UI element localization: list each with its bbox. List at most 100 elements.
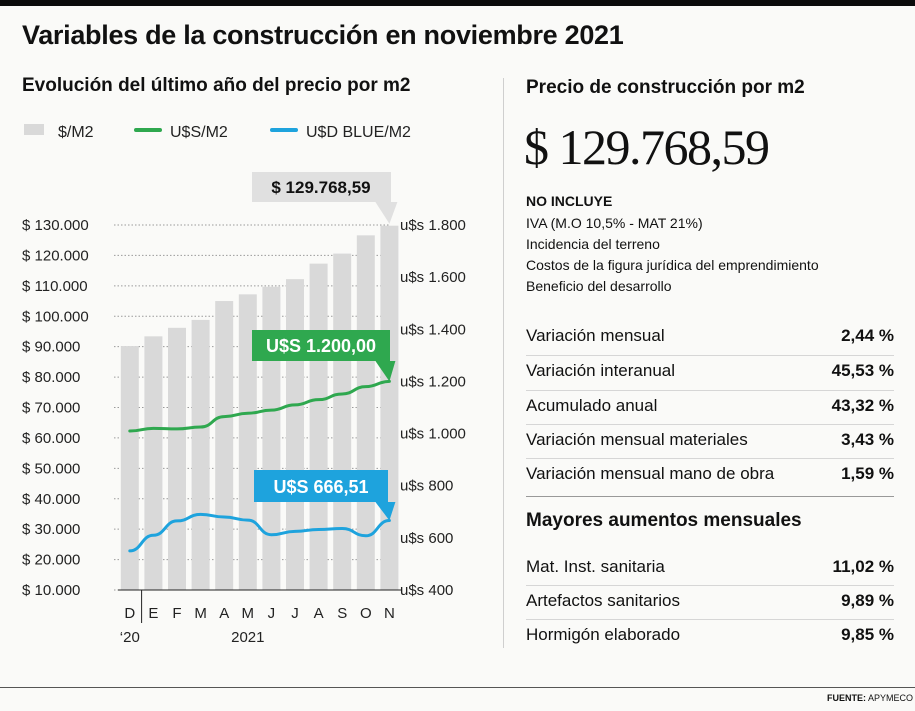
row-divider <box>526 390 894 391</box>
mayores-row: Hormigón elaborado 9,85 % <box>526 625 894 645</box>
usd-callout-pointer <box>375 361 396 382</box>
bar <box>380 225 399 591</box>
legend-label: U$D BLUE/M2 <box>306 124 411 141</box>
left-subtitle: Evolución del último año del precio por … <box>22 75 411 96</box>
price-callout-pointer <box>375 202 398 224</box>
chart-axes: $ 10.000 $ 20.000 $ 30.000 $ 40.000 $ 50.000… <box>22 217 466 646</box>
blue-callout-box <box>254 470 388 502</box>
usd-callout-box <box>252 330 390 361</box>
bar <box>144 336 163 590</box>
mayores-label: Mat. Inst. sanitaria <box>526 557 665 576</box>
bar <box>286 279 304 590</box>
chart-lines <box>128 379 391 553</box>
mayores-row: Artefactos sanitarios 9,89 % <box>526 591 894 611</box>
variation-label: Variación mensual materiales <box>526 430 748 449</box>
year-label: 2021 <box>231 629 264 646</box>
variation-label: Variación interanual <box>526 361 675 380</box>
column-divider <box>503 78 504 648</box>
left-tick-label: $ 120.000 <box>22 247 89 264</box>
x-tick-label: E <box>148 605 158 622</box>
mayores-row: Mat. Inst. sanitaria 11,02 % <box>526 557 894 577</box>
variation-label: Variación mensual mano de obra <box>526 464 775 483</box>
left-tick-label: $ 110.000 <box>22 278 88 295</box>
right-tick-label: u$s 1.400 <box>400 321 466 338</box>
variation-value: 1,59 % <box>841 464 894 483</box>
legend-label: U$S/M2 <box>170 124 228 141</box>
left-tick-label: $ 80.000 <box>22 369 80 386</box>
bar <box>191 319 210 590</box>
source-label: FUENTE: <box>826 693 866 703</box>
bar <box>168 327 186 590</box>
blue-callout-text: U$S 666,51 <box>273 477 368 497</box>
x-tick-label: A <box>219 605 229 622</box>
right-tick-label: u$s 600 <box>400 530 453 547</box>
no-incluye-list: IVA (M.O 10,5% - MAT 21%) Incidencia del… <box>526 213 819 297</box>
price-chart: $/M2 U$S/M2 U$D BLUE/M2 $ 10.000$ 20.000$ … <box>22 124 466 646</box>
x-tick-label: D <box>124 605 135 622</box>
left-tick-label: $ 70.000 <box>22 400 80 417</box>
variation-value: 3,43 % <box>841 430 894 449</box>
mayores-value: 11,02 % <box>832 557 894 576</box>
bar <box>120 346 139 590</box>
x-tick-label: N <box>384 605 395 622</box>
left-tick-label: $ 30.000 <box>22 521 80 538</box>
page-title: Variables de la construcción en noviembr… <box>22 20 624 50</box>
x-tick-label: M <box>194 605 207 622</box>
big-price: $ 129.768,59 <box>524 119 770 175</box>
legend-label: $/M2 <box>58 124 94 141</box>
x-tick-label: A <box>314 605 324 622</box>
legend-swatch-bar <box>24 124 44 135</box>
no-incluye-heading: NO INCLUYE <box>526 193 613 209</box>
variation-row: Variación mensual mano de obra 1,59 % <box>526 464 894 484</box>
x-tick-label: J <box>268 605 276 622</box>
x-tick-label: O <box>360 605 372 622</box>
no-incluye-item: Costos de la figura jurídica del emprend… <box>526 257 819 273</box>
variation-row: Acumulado anual 43,32 % <box>526 396 894 416</box>
section-divider <box>526 496 894 497</box>
bar <box>238 294 257 590</box>
left-tick-label: $ 100.000 <box>22 308 89 325</box>
left-tick-label: $ 10.000 <box>22 582 80 599</box>
bar <box>215 301 234 590</box>
mayores-label: Artefactos sanitarios <box>526 591 681 610</box>
row-divider <box>526 458 894 459</box>
mayores-value: 9,89 % <box>841 591 894 610</box>
left-tick-label: $ 130.000 <box>22 217 89 234</box>
source-name: APYMECO <box>867 693 913 703</box>
bar <box>262 286 281 590</box>
right-tick-label: u$s 1.600 <box>400 269 466 286</box>
left-tick-label: $ 20.000 <box>22 552 80 569</box>
no-incluye-item: IVA (M.O 10,5% - MAT 21%) <box>526 215 703 231</box>
right-tick-label: u$s 1.000 <box>400 426 466 443</box>
x-tick-label: J <box>291 605 299 622</box>
source-credit: FUENTE: APYMECO <box>827 693 913 703</box>
row-divider <box>526 424 894 425</box>
variation-value: 43,32 % <box>831 396 894 415</box>
usd-official-line <box>128 379 391 433</box>
price-callout-text: $ 129.768,59 <box>271 178 370 197</box>
no-incluye-item: Incidencia del terreno <box>526 236 660 252</box>
x-tick-label: M <box>242 605 255 622</box>
x-tick-label: S <box>337 605 347 622</box>
variation-row: Variación mensual materiales 3,43 % <box>526 430 894 450</box>
price-callout-box <box>252 172 391 202</box>
blue-callout-pointer <box>375 502 396 521</box>
left-tick-label: $ 40.000 <box>22 491 80 508</box>
row-divider <box>526 355 894 356</box>
bar <box>309 263 328 590</box>
usd-callout-text: U$S 1.200,00 <box>266 336 376 356</box>
left-tick-label: $ 60.000 <box>22 430 80 447</box>
x-tick-label: F <box>172 605 181 622</box>
right-tick-label: u$s 800 <box>400 478 453 495</box>
variation-value: 45,53 % <box>831 361 894 380</box>
mayores-value: 9,85 % <box>841 625 894 644</box>
left-tick-label: $ 50.000 <box>22 460 80 477</box>
variation-row: Variación interanual 45,53 % <box>526 361 894 381</box>
variation-row: Variación mensual 2,44 % <box>526 326 894 346</box>
bottom-rule <box>0 687 915 688</box>
no-incluye-item: Beneficio del desarrollo <box>526 278 672 294</box>
year-label: ‘20 <box>120 629 140 646</box>
right-tick-label: u$s 400 <box>400 582 453 599</box>
variation-label: Variación mensual <box>526 326 665 345</box>
chart-callouts: $ 129.768,59 U$S 1.200,00 U$S 666,51 <box>252 172 398 521</box>
